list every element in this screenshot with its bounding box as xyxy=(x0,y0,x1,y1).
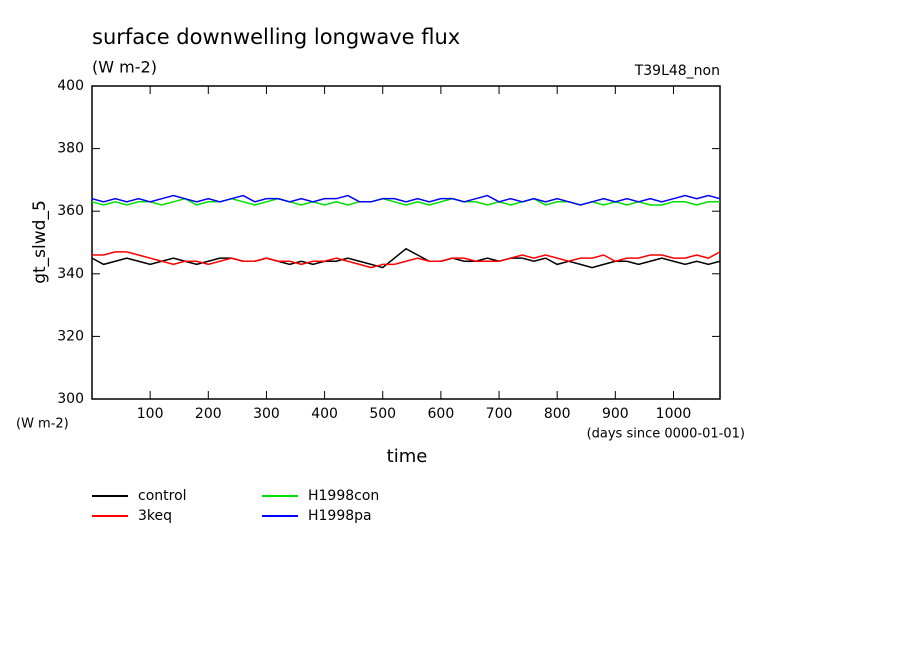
x-tick-label: 300 xyxy=(253,406,280,422)
x-tick-label: 200 xyxy=(195,406,222,422)
x-tick-label: 100 xyxy=(137,406,164,422)
legend-label: H1998con xyxy=(308,488,379,504)
x-unit-label: (days since 0000-01-01) xyxy=(587,427,745,442)
x-tick-label: 700 xyxy=(486,406,513,422)
x-tick-label: 400 xyxy=(311,406,338,422)
legend-label: H1998pa xyxy=(308,508,372,524)
legend-label: control xyxy=(138,488,187,504)
plot-frame xyxy=(91,85,721,400)
y-axis-label: gt_slwd_5 xyxy=(30,200,50,284)
x-tick-label: 600 xyxy=(428,406,455,422)
y-tick-label: 300 xyxy=(57,391,84,407)
series-line xyxy=(92,251,721,269)
x-tick-label: 1000 xyxy=(656,406,692,422)
y-unit-label: (W m-2) xyxy=(16,417,69,432)
y-tick-label: 360 xyxy=(57,203,84,219)
y-tick-label: 400 xyxy=(57,78,84,94)
x-tick-label: 900 xyxy=(602,406,629,422)
chart-subtitle: (W m-2) xyxy=(92,58,157,77)
x-tick-label: 500 xyxy=(369,406,396,422)
x-tick-label: 800 xyxy=(544,406,571,422)
legend-label: 3keq xyxy=(138,508,172,524)
y-tick-label: 320 xyxy=(57,328,84,344)
y-tick-label: 340 xyxy=(57,266,84,282)
annotation: T39L48_non xyxy=(634,63,720,79)
y-tick-label: 380 xyxy=(57,141,84,157)
chart-title: surface downwelling longwave flux xyxy=(92,25,460,49)
series-line xyxy=(91,194,721,206)
x-axis-label: time xyxy=(387,446,428,467)
